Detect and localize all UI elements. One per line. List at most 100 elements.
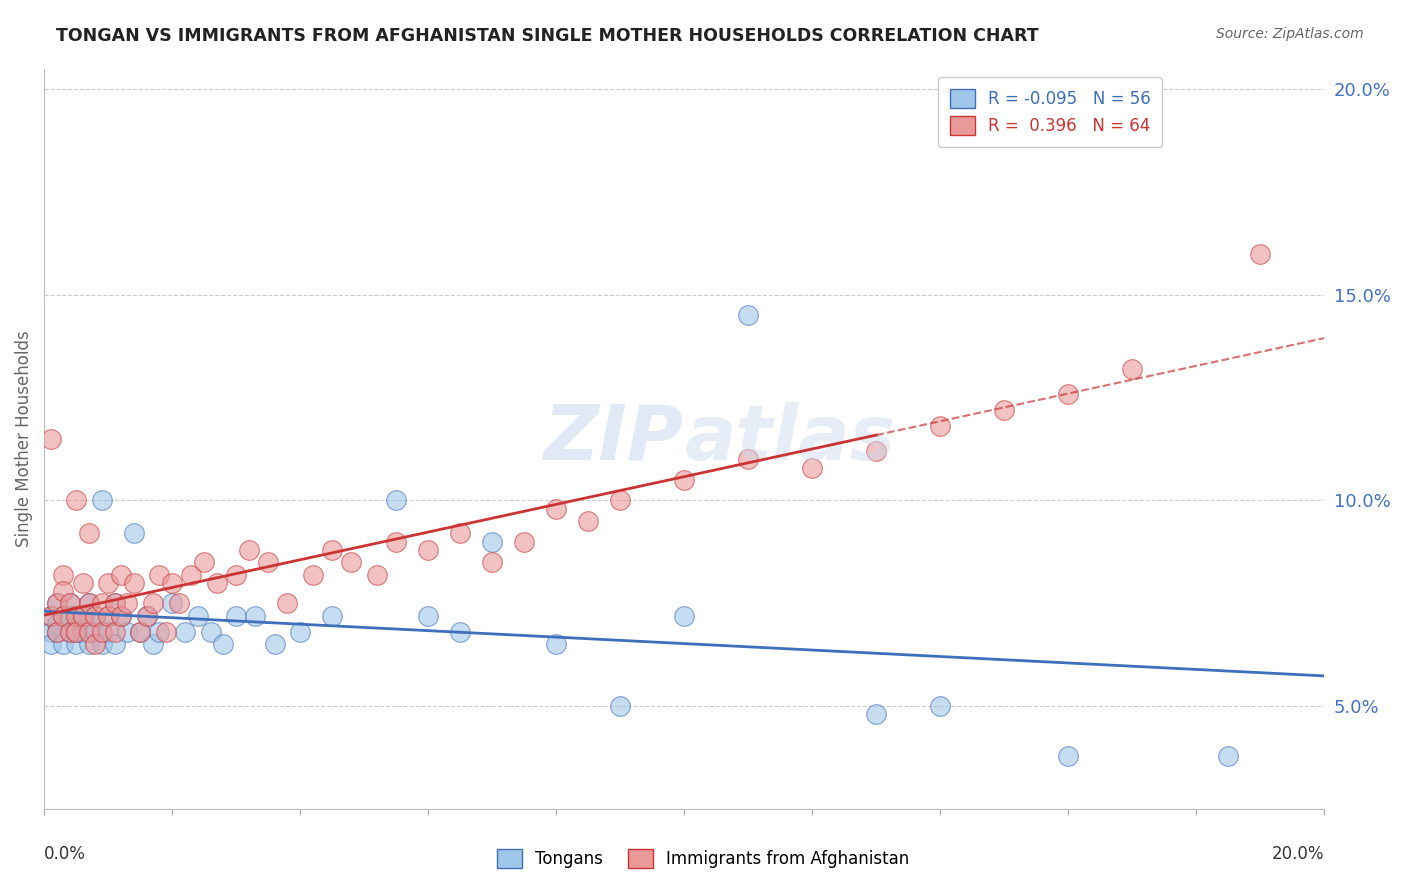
Point — [546, 637, 568, 651]
Point — [801, 460, 824, 475]
Point — [52, 608, 75, 623]
Point — [865, 707, 887, 722]
Point — [1121, 361, 1143, 376]
Legend: R = -0.095   N = 56, R =  0.396   N = 64: R = -0.095 N = 56, R = 0.396 N = 64 — [938, 77, 1163, 147]
Point — [90, 493, 112, 508]
Point — [39, 432, 62, 446]
Point — [129, 625, 152, 640]
Point — [65, 625, 87, 640]
Point — [39, 625, 62, 640]
Point — [321, 542, 343, 557]
Point — [117, 596, 139, 610]
Point — [865, 444, 887, 458]
Point — [59, 625, 82, 640]
Point — [1218, 748, 1240, 763]
Point — [418, 542, 440, 557]
Point — [59, 608, 82, 623]
Y-axis label: Single Mother Households: Single Mother Households — [15, 330, 32, 547]
Point — [72, 608, 94, 623]
Point — [77, 596, 100, 610]
Point — [481, 534, 503, 549]
Point — [1249, 246, 1271, 260]
Text: atlas: atlas — [685, 401, 896, 475]
Point — [673, 608, 696, 623]
Point — [90, 596, 112, 610]
Point — [212, 637, 235, 651]
Point — [65, 625, 87, 640]
Point — [65, 608, 87, 623]
Point — [90, 637, 112, 651]
Point — [513, 534, 536, 549]
Point — [1057, 748, 1080, 763]
Point — [155, 625, 177, 640]
Point — [45, 625, 67, 640]
Point — [245, 608, 267, 623]
Point — [302, 567, 325, 582]
Point — [59, 596, 82, 610]
Point — [103, 596, 125, 610]
Point — [59, 596, 82, 610]
Point — [45, 616, 67, 631]
Point — [103, 625, 125, 640]
Point — [72, 608, 94, 623]
Point — [160, 575, 183, 590]
Point — [609, 699, 631, 714]
Point — [1057, 386, 1080, 401]
Point — [321, 608, 343, 623]
Point — [340, 555, 363, 569]
Point — [193, 555, 215, 569]
Point — [90, 625, 112, 640]
Point — [449, 526, 471, 541]
Point — [77, 625, 100, 640]
Point — [174, 625, 197, 640]
Point — [142, 596, 165, 610]
Point — [385, 534, 408, 549]
Point — [122, 575, 145, 590]
Point — [117, 625, 139, 640]
Point — [52, 584, 75, 599]
Point — [576, 514, 599, 528]
Point — [993, 403, 1015, 417]
Point — [45, 596, 67, 610]
Point — [52, 608, 75, 623]
Point — [65, 608, 87, 623]
Point — [110, 567, 132, 582]
Point — [39, 608, 62, 623]
Point — [65, 493, 87, 508]
Point — [288, 625, 311, 640]
Point — [225, 567, 247, 582]
Point — [449, 625, 471, 640]
Point — [52, 637, 75, 651]
Point — [77, 637, 100, 651]
Point — [103, 637, 125, 651]
Point — [929, 699, 952, 714]
Point — [546, 501, 568, 516]
Point — [366, 567, 388, 582]
Point — [77, 608, 100, 623]
Point — [200, 625, 222, 640]
Point — [52, 567, 75, 582]
Point — [148, 567, 170, 582]
Point — [257, 555, 280, 569]
Point — [77, 526, 100, 541]
Point — [205, 575, 228, 590]
Point — [135, 608, 157, 623]
Point — [110, 608, 132, 623]
Point — [84, 637, 107, 651]
Point — [187, 608, 209, 623]
Point — [481, 555, 503, 569]
Text: TONGAN VS IMMIGRANTS FROM AFGHANISTAN SINGLE MOTHER HOUSEHOLDS CORRELATION CHART: TONGAN VS IMMIGRANTS FROM AFGHANISTAN SI… — [56, 27, 1039, 45]
Point — [167, 596, 190, 610]
Point — [97, 608, 120, 623]
Point — [65, 637, 87, 651]
Point — [148, 625, 170, 640]
Point — [84, 608, 107, 623]
Point — [276, 596, 298, 610]
Point — [97, 608, 120, 623]
Point — [929, 419, 952, 434]
Point — [59, 625, 82, 640]
Point — [737, 309, 759, 323]
Point — [238, 542, 260, 557]
Point — [737, 452, 759, 467]
Point — [673, 473, 696, 487]
